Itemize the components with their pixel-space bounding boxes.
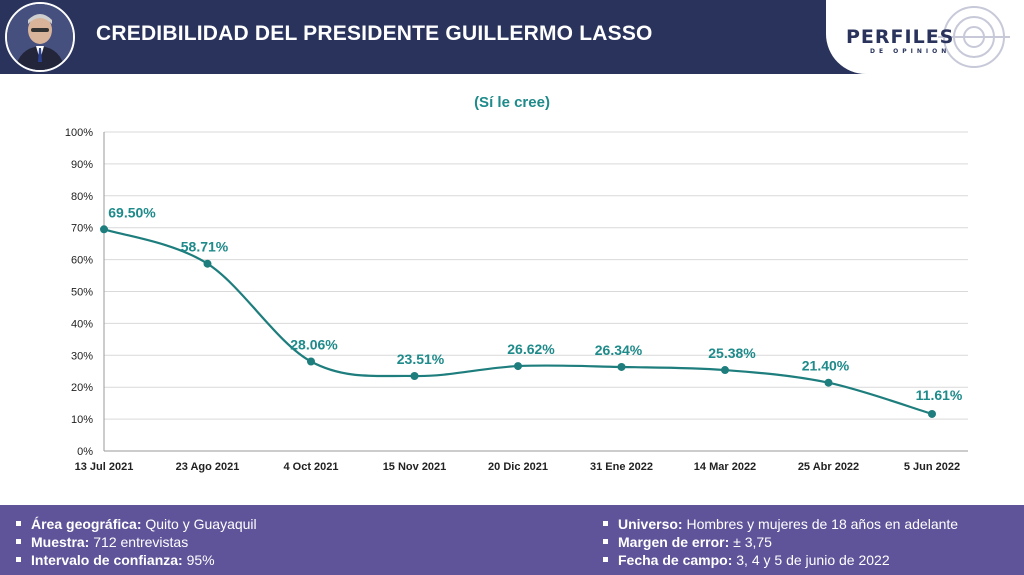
y-tick-label: 30% (71, 350, 93, 362)
data-label: 26.34% (595, 342, 643, 358)
y-tick-label: 60% (71, 255, 93, 267)
data-label: 21.40% (802, 358, 850, 374)
data-point (928, 409, 936, 418)
data-point (721, 366, 729, 375)
x-tick-label: 31 Ene 2022 (590, 461, 653, 473)
data-point (410, 372, 419, 381)
data-label: 58.71% (181, 239, 229, 255)
data-label: 25.38% (708, 345, 756, 361)
line-chart: 0% 10% 20% 30% 40% 50% 60% 70% 80% 90% 100% 13 Jul … (65, 127, 968, 473)
logo-wordmark: PERFILES (846, 26, 955, 48)
y-tick-label: 0% (77, 446, 93, 458)
data-label: 28.06% (290, 336, 338, 352)
y-tick-label: 100% (65, 127, 93, 139)
data-label: 23.51% (397, 351, 445, 367)
y-tick-label: 80% (71, 191, 93, 203)
data-point (203, 259, 212, 268)
footer-left-column: Área geográfica: Quito y Guayaquil Muest… (16, 515, 257, 569)
data-label: 26.62% (507, 341, 555, 357)
footer-item-confidence: Intervalo de confianza: 95% (16, 551, 257, 569)
y-tick-label: 50% (71, 287, 93, 299)
x-tick-label: 25 Abr 2022 (798, 461, 859, 473)
data-point (514, 362, 522, 371)
series-line (103, 228, 933, 416)
footer-right-column: Universo: Hombres y mujeres de 18 años e… (603, 515, 958, 569)
avatar-portrait-icon (7, 4, 73, 70)
footer-item-universe: Universo: Hombres y mujeres de 18 años e… (603, 515, 958, 533)
y-tick-label: 20% (71, 382, 93, 394)
x-tick-label: 23 Ago 2021 (176, 461, 240, 473)
x-tick-label: 20 Dic 2021 (488, 461, 548, 473)
y-tick-label: 70% (71, 223, 93, 235)
logo-tagline: DE OPINION (870, 48, 951, 55)
footer-item-fieldwork: Fecha de campo: 3, 4 y 5 de junio de 202… (603, 551, 958, 569)
data-point (617, 362, 626, 371)
x-tick-label: 13 Jul 2021 (75, 461, 134, 473)
x-tick-label: 15 Nov 2021 (383, 461, 447, 473)
x-tick-label: 5 Jun 2022 (904, 461, 960, 473)
y-tick-label: 10% (71, 414, 93, 426)
methodology-footer: Área geográfica: Quito y Guayaquil Muest… (0, 505, 1024, 575)
logo-target-icon (938, 6, 1010, 68)
logo-panel: PERFILES DE OPINION (826, 0, 1024, 74)
y-tick-label: 40% (71, 318, 93, 330)
header-bar: CREDIBILIDAD DEL PRESIDENTE GUILLERMO LA… (0, 0, 1024, 74)
data-point (307, 357, 315, 366)
data-point (100, 225, 108, 234)
chart-subtitle: (Sí le cree) (474, 94, 550, 111)
x-tick-label: 14 Mar 2022 (694, 461, 756, 473)
data-label: 11.61% (916, 387, 963, 403)
data-label: 69.50% (108, 204, 156, 220)
president-avatar (5, 2, 75, 72)
footer-item-sample: Muestra: 712 entrevistas (16, 533, 257, 551)
x-tick-label: 4 Oct 2021 (283, 461, 338, 473)
footer-item-area: Área geográfica: Quito y Guayaquil (16, 515, 257, 533)
page-title: CREDIBILIDAD DEL PRESIDENTE GUILLERMO LA… (96, 22, 653, 45)
data-point (824, 378, 833, 387)
footer-item-margin: Margen de error: ± 3,75 (603, 533, 958, 551)
y-tick-label: 90% (71, 159, 93, 171)
